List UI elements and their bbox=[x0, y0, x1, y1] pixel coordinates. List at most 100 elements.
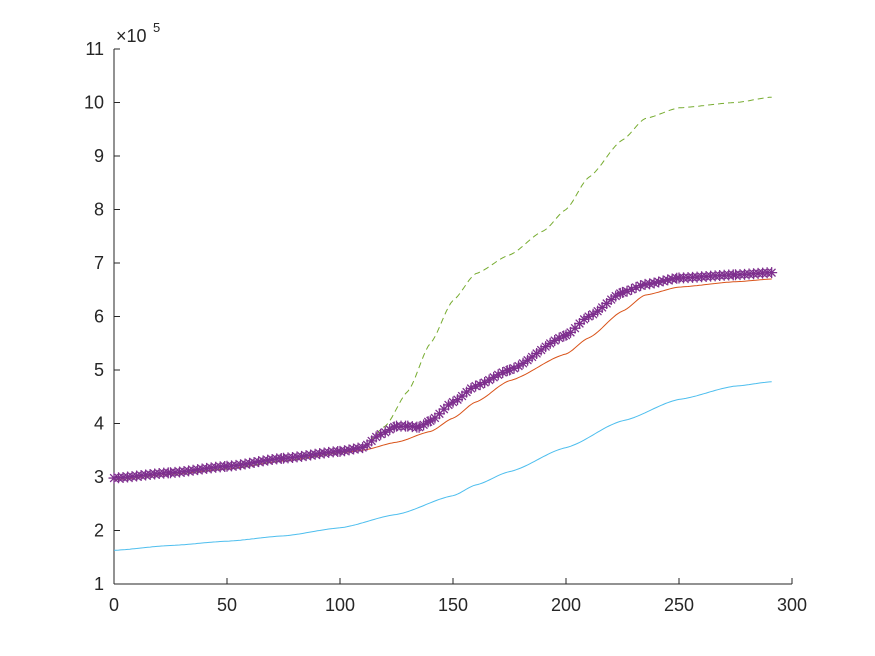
data-point-marker bbox=[540, 341, 552, 353]
series-group bbox=[108, 96, 778, 551]
data-point-marker bbox=[309, 448, 321, 460]
data-point-marker bbox=[339, 445, 351, 457]
data-point-marker bbox=[442, 399, 454, 411]
data-point-marker bbox=[526, 351, 538, 363]
x-ticks: 0 50 100 150 200 250 300 bbox=[109, 578, 807, 615]
data-point-marker bbox=[253, 456, 265, 468]
data-point-marker bbox=[766, 267, 778, 279]
data-point-marker bbox=[424, 415, 436, 427]
data-point-marker bbox=[348, 443, 360, 455]
data-point-marker bbox=[657, 275, 669, 287]
data-point-marker bbox=[497, 366, 509, 378]
series-3 bbox=[108, 267, 778, 484]
data-point-marker bbox=[549, 335, 561, 347]
data-point-marker bbox=[614, 287, 626, 299]
y-tick-label: 10 bbox=[84, 93, 104, 113]
data-point-marker bbox=[517, 357, 529, 369]
data-point-marker bbox=[583, 311, 595, 322]
y-tick-label: 6 bbox=[94, 307, 104, 327]
data-point-marker bbox=[239, 458, 251, 470]
data-point-marker bbox=[248, 456, 260, 468]
data-point-marker bbox=[610, 290, 622, 302]
data-point-marker bbox=[418, 419, 430, 431]
y-tick-label: 4 bbox=[94, 414, 104, 434]
data-point-marker bbox=[648, 277, 660, 289]
data-point-marker bbox=[361, 439, 373, 451]
y-multiplier-exponent: 5 bbox=[153, 20, 160, 35]
data-point-marker bbox=[635, 280, 647, 292]
data-point-marker bbox=[592, 305, 604, 317]
data-point-marker bbox=[366, 435, 378, 447]
data-point-marker bbox=[492, 369, 504, 381]
data-point-marker bbox=[522, 354, 534, 366]
data-point-marker bbox=[508, 362, 520, 374]
series-4 bbox=[113, 381, 772, 551]
data-point-marker bbox=[379, 426, 391, 438]
y-tick-label: 11 bbox=[85, 39, 104, 59]
data-point-marker bbox=[574, 318, 586, 330]
data-point-marker bbox=[621, 285, 633, 297]
data-point-marker bbox=[565, 326, 577, 338]
x-tick-label: 150 bbox=[438, 595, 468, 615]
data-point-marker bbox=[531, 347, 543, 359]
data-point-marker bbox=[617, 286, 628, 298]
y-ticks: 1 2 3 4 5 6 7 8 9 10 11 bbox=[84, 39, 120, 594]
data-point-marker bbox=[553, 332, 565, 344]
data-point-marker bbox=[560, 329, 572, 341]
data-point-marker bbox=[343, 444, 355, 456]
data-point-marker bbox=[578, 313, 590, 325]
data-point-marker bbox=[429, 412, 441, 424]
data-point-marker bbox=[465, 382, 477, 394]
data-point-marker bbox=[479, 377, 491, 389]
data-point-marker bbox=[413, 421, 425, 433]
x-tick-label: 0 bbox=[109, 595, 119, 615]
y-tick-label: 9 bbox=[94, 146, 104, 166]
y-tick-label: 8 bbox=[94, 200, 104, 220]
series-1 bbox=[113, 278, 772, 481]
y-tick-label: 5 bbox=[94, 360, 104, 380]
data-point-marker bbox=[262, 454, 274, 466]
x-tick-label: 50 bbox=[217, 595, 237, 615]
data-point-marker bbox=[370, 431, 382, 443]
data-point-marker bbox=[296, 450, 308, 462]
data-point-marker bbox=[452, 394, 464, 406]
data-point-marker bbox=[605, 294, 617, 306]
data-point-marker bbox=[433, 408, 445, 420]
data-point-marker bbox=[384, 423, 396, 435]
data-point-marker bbox=[235, 459, 247, 471]
data-point-marker bbox=[305, 449, 317, 461]
data-point-marker bbox=[422, 416, 434, 428]
data-point-marker bbox=[569, 322, 581, 334]
data-point-marker bbox=[244, 457, 256, 469]
y-multiplier-base-value: 10 bbox=[127, 26, 147, 46]
data-point-marker bbox=[488, 371, 500, 383]
x-tick-label: 200 bbox=[551, 595, 581, 615]
data-point-marker bbox=[544, 337, 556, 349]
data-point-marker bbox=[666, 273, 678, 285]
data-point-marker bbox=[630, 281, 642, 293]
data-point-marker bbox=[300, 450, 312, 462]
data-point-marker bbox=[483, 374, 495, 386]
data-point-marker bbox=[388, 421, 400, 433]
axes bbox=[113, 49, 792, 585]
x-tick-label: 300 bbox=[777, 595, 807, 615]
series-line bbox=[113, 381, 772, 551]
data-point-marker bbox=[438, 403, 450, 415]
y-tick-label: 1 bbox=[94, 574, 104, 594]
data-point-marker bbox=[601, 297, 613, 309]
data-point-marker bbox=[662, 274, 674, 286]
y-multiplier-label: ×10 5 bbox=[116, 20, 160, 46]
data-point-marker bbox=[470, 380, 482, 392]
data-point-marker bbox=[587, 308, 599, 320]
series-line bbox=[113, 278, 772, 481]
y-multiplier-base: ×10 bbox=[116, 26, 147, 46]
y-tick-label: 2 bbox=[94, 521, 104, 541]
x-tick-label: 250 bbox=[664, 595, 694, 615]
data-point-marker bbox=[644, 278, 656, 290]
data-point-marker bbox=[461, 386, 473, 398]
data-point-marker bbox=[513, 360, 525, 372]
x-tick-label: 100 bbox=[325, 595, 355, 615]
data-point-marker bbox=[447, 396, 459, 408]
data-point-marker bbox=[357, 442, 369, 454]
